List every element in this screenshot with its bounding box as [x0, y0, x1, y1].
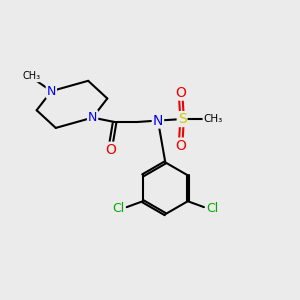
Text: O: O: [176, 85, 186, 100]
Text: S: S: [178, 112, 187, 126]
Text: N: N: [47, 85, 56, 98]
Text: Cl: Cl: [112, 202, 124, 215]
Text: CH₃: CH₃: [203, 114, 223, 124]
Text: O: O: [176, 139, 186, 153]
Text: N: N: [153, 114, 163, 128]
Text: Cl: Cl: [206, 202, 218, 215]
Text: N: N: [88, 111, 97, 124]
Text: CH₃: CH₃: [22, 71, 41, 81]
Text: O: O: [106, 143, 117, 157]
